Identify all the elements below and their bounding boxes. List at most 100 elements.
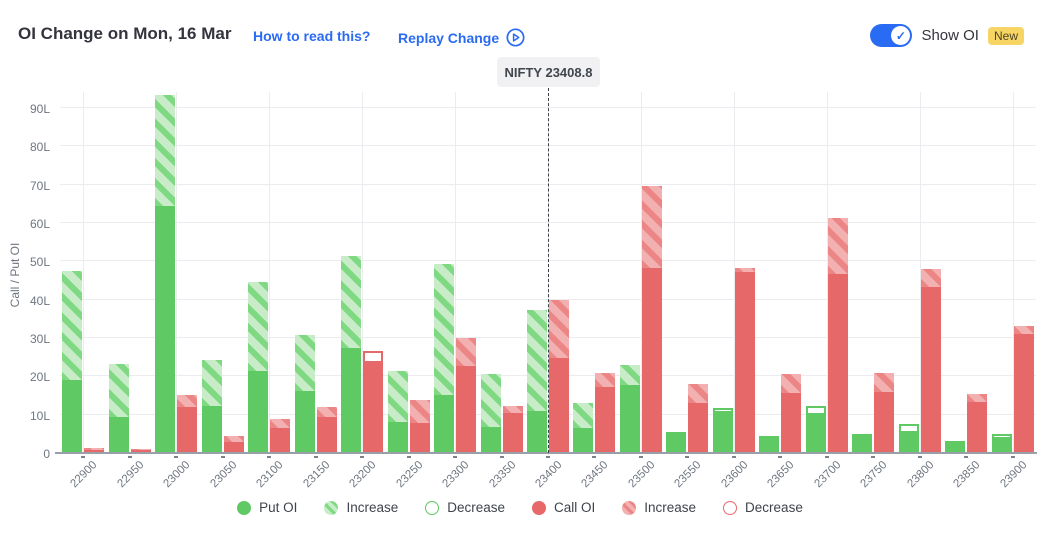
- call-oi-segment[interactable]: [502, 413, 523, 453]
- put-bar-23200[interactable]: [341, 256, 362, 453]
- call-oi-segment[interactable]: [223, 441, 244, 453]
- call-bar-23700[interactable]: [827, 217, 848, 453]
- call-oi-segment[interactable]: [177, 407, 198, 453]
- call-bar-23000[interactable]: [177, 394, 198, 453]
- call-bar-23050[interactable]: [223, 435, 244, 453]
- put-bar-22900[interactable]: [62, 270, 83, 453]
- put-oi-segment[interactable]: [248, 370, 269, 453]
- put-oi-segment[interactable]: [759, 439, 780, 453]
- call-oi-segment[interactable]: [967, 402, 988, 453]
- put-oi-segment[interactable]: [201, 406, 222, 453]
- call-oi-segment[interactable]: [688, 403, 709, 453]
- put-oi-segment[interactable]: [712, 413, 733, 453]
- put-bar-23650[interactable]: [759, 435, 780, 453]
- call-oi-segment[interactable]: [827, 274, 848, 453]
- call-bar-23100[interactable]: [270, 419, 291, 453]
- put-oi-segment[interactable]: [434, 395, 455, 453]
- call-oi-segment[interactable]: [1013, 334, 1034, 453]
- put-hatch-segment[interactable]: [294, 334, 315, 391]
- put-hatch-segment[interactable]: [248, 281, 269, 371]
- put-oi-segment[interactable]: [480, 426, 501, 453]
- put-oi-segment[interactable]: [945, 445, 966, 453]
- put-oi-segment[interactable]: [805, 414, 826, 453]
- legend-item-put-hatch[interactable]: Increase: [324, 500, 398, 515]
- put-oi-segment[interactable]: [108, 416, 129, 453]
- call-oi-segment[interactable]: [874, 391, 895, 453]
- call-hatch-segment[interactable]: [177, 394, 198, 407]
- put-oi-segment[interactable]: [387, 422, 408, 453]
- put-bar-23100[interactable]: [248, 281, 269, 453]
- call-hatch-segment[interactable]: [781, 374, 802, 394]
- legend-item-put-outline[interactable]: Decrease: [425, 500, 505, 515]
- put-bar-23000[interactable]: [155, 94, 176, 453]
- put-hatch-segment[interactable]: [341, 256, 362, 349]
- put-bar-23250[interactable]: [387, 371, 408, 453]
- put-bar-23600[interactable]: [712, 408, 733, 453]
- put-oi-segment[interactable]: [155, 205, 176, 453]
- replay-change-button[interactable]: Replay Change: [398, 28, 525, 47]
- put-bar-23900[interactable]: [991, 434, 1012, 453]
- put-bar-23050[interactable]: [201, 360, 222, 453]
- put-bar-23400[interactable]: [526, 310, 547, 453]
- put-outline-segment[interactable]: [898, 423, 919, 433]
- put-oi-segment[interactable]: [666, 435, 687, 453]
- call-bar-23400[interactable]: [548, 300, 569, 453]
- put-oi-segment[interactable]: [852, 437, 873, 453]
- call-oi-segment[interactable]: [548, 358, 569, 453]
- put-oi-segment[interactable]: [573, 427, 594, 453]
- legend-item-call-outline[interactable]: Decrease: [723, 500, 803, 515]
- put-bar-23500[interactable]: [619, 364, 640, 453]
- put-hatch-segment[interactable]: [201, 360, 222, 407]
- call-bar-23600[interactable]: [734, 267, 755, 453]
- call-oi-segment[interactable]: [270, 428, 291, 453]
- call-oi-segment[interactable]: [595, 386, 616, 453]
- call-hatch-segment[interactable]: [688, 384, 709, 404]
- call-bar-23450[interactable]: [595, 372, 616, 453]
- call-hatch-segment[interactable]: [1013, 325, 1034, 335]
- put-bar-23550[interactable]: [666, 431, 687, 453]
- legend-item-call-solid[interactable]: Call OI: [532, 500, 595, 515]
- put-outline-segment[interactable]: [852, 433, 873, 438]
- put-outline-segment[interactable]: [759, 435, 780, 440]
- put-bar-23150[interactable]: [294, 334, 315, 453]
- call-bar-23900[interactable]: [1013, 325, 1034, 453]
- call-bar-23150[interactable]: [316, 406, 337, 453]
- put-bar-23850[interactable]: [945, 441, 966, 453]
- put-hatch-segment[interactable]: [155, 94, 176, 206]
- call-hatch-segment[interactable]: [595, 372, 616, 387]
- put-hatch-segment[interactable]: [108, 363, 129, 417]
- put-bar-23800[interactable]: [898, 423, 919, 453]
- put-hatch-segment[interactable]: [434, 264, 455, 396]
- put-hatch-segment[interactable]: [573, 403, 594, 428]
- call-hatch-segment[interactable]: [967, 394, 988, 403]
- call-bar-23300[interactable]: [456, 338, 477, 453]
- show-oi-toggle[interactable]: ✓: [870, 24, 913, 47]
- call-bar-23550[interactable]: [688, 384, 709, 453]
- call-bar-23500[interactable]: [641, 185, 662, 453]
- put-outline-segment[interactable]: [991, 434, 1012, 440]
- legend-item-call-hatch[interactable]: Increase: [622, 500, 696, 515]
- call-oi-segment[interactable]: [641, 267, 662, 453]
- call-oi-segment[interactable]: [734, 271, 755, 453]
- put-oi-segment[interactable]: [991, 439, 1012, 453]
- put-oi-segment[interactable]: [898, 432, 919, 453]
- call-hatch-segment[interactable]: [874, 373, 895, 392]
- call-oi-segment[interactable]: [84, 449, 105, 453]
- put-hatch-segment[interactable]: [480, 373, 501, 427]
- call-bar-23350[interactable]: [502, 405, 523, 453]
- put-bar-22950[interactable]: [108, 363, 129, 453]
- call-bar-23650[interactable]: [781, 374, 802, 453]
- call-bar-23250[interactable]: [409, 399, 430, 453]
- call-bar-22900[interactable]: [84, 448, 105, 453]
- call-hatch-segment[interactable]: [130, 448, 151, 451]
- call-oi-segment[interactable]: [456, 365, 477, 453]
- call-bar-22950[interactable]: [130, 448, 151, 453]
- call-bar-23850[interactable]: [967, 394, 988, 453]
- call-hatch-segment[interactable]: [920, 269, 941, 288]
- call-bar-23750[interactable]: [874, 373, 895, 453]
- call-hatch-segment[interactable]: [827, 217, 848, 275]
- call-hatch-segment[interactable]: [270, 419, 291, 429]
- call-oi-segment[interactable]: [920, 287, 941, 453]
- call-outline-segment[interactable]: [363, 351, 384, 364]
- put-hatch-segment[interactable]: [62, 270, 83, 381]
